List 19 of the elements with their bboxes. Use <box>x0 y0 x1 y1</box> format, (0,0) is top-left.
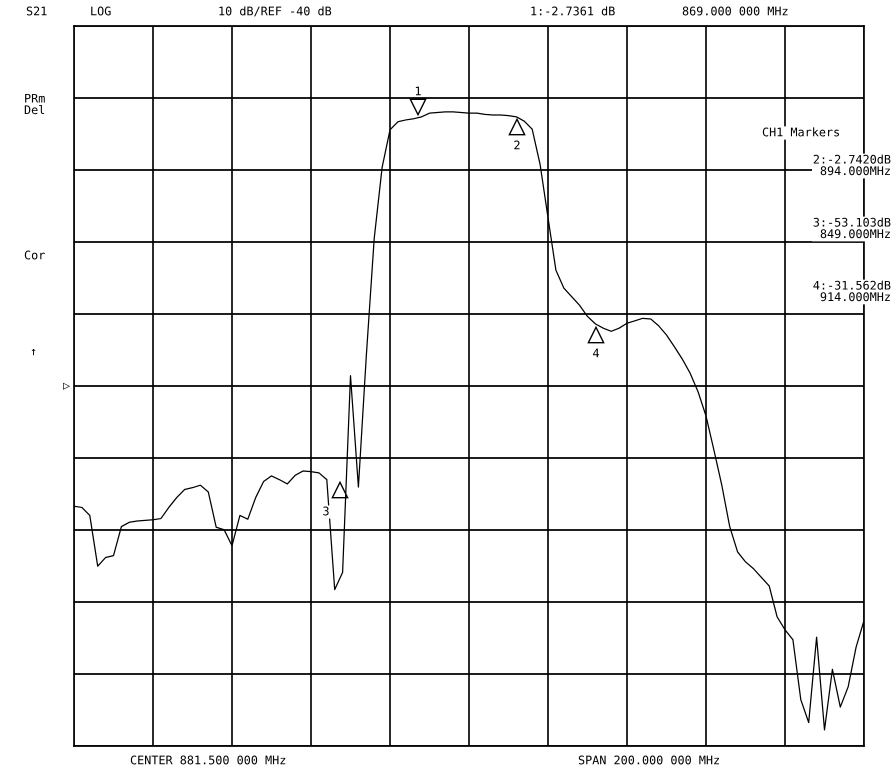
text: Cor <box>24 250 45 260</box>
text: ▷ <box>63 382 70 390</box>
annotation: CH1 Markers <box>762 127 840 136</box>
text: PRm Del <box>24 94 45 114</box>
annotation: 2:-2.7420dB 894.000MHz <box>814 154 890 176</box>
annotation: 2 <box>514 140 520 150</box>
text: 1:-2.7361 dB <box>531 6 615 16</box>
annotation: 4:-31.562dB 914.000MHz <box>813 280 890 302</box>
text: LOG <box>91 6 111 16</box>
text: S21 <box>26 6 47 16</box>
annotation: 3:-53.103dB 849.000MHz <box>814 218 890 238</box>
annotation: 3 <box>323 506 329 516</box>
text: SPAN 200.000 000 MHz <box>578 756 720 764</box>
text: ↑ <box>32 348 36 356</box>
text: CENTER 881.500 000 MHz <box>130 756 286 764</box>
text: 10 dB/REF -40 dB <box>219 6 332 16</box>
text: 869.000 000 MHz <box>682 6 788 16</box>
text: 1 <box>416 86 421 96</box>
annotation: 4 <box>593 348 599 358</box>
